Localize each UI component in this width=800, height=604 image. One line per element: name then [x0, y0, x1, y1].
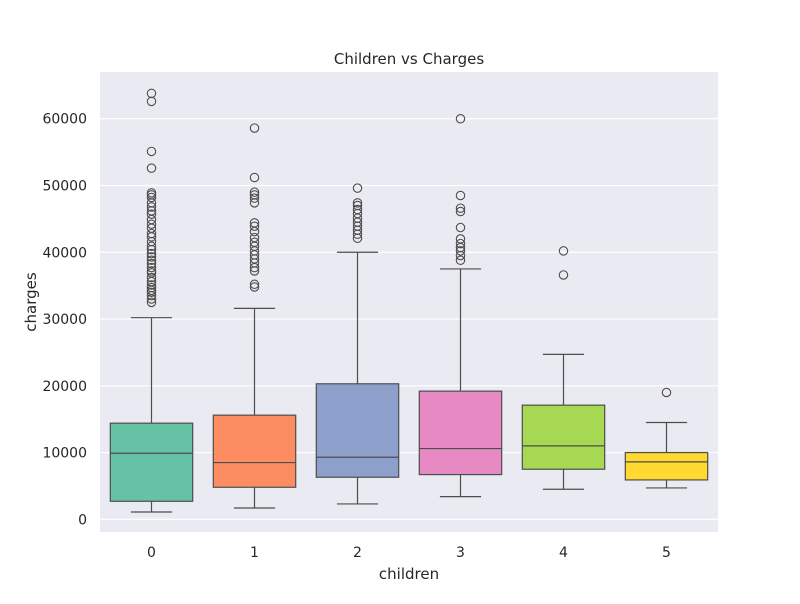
outlier-point — [146, 262, 157, 273]
outlier-point — [352, 198, 363, 208]
outlier-point — [146, 219, 157, 229]
y-tick-labels: 0 10000 20000 30000 40000 50000 60000 — [42, 112, 87, 529]
outlier-point — [352, 183, 363, 193]
outlier-point — [455, 203, 466, 213]
x-tick-label: 1 — [250, 545, 259, 561]
y-axis-label: charges — [22, 272, 40, 332]
chart-title: Children vs Charges — [334, 50, 484, 68]
outlier-point — [352, 204, 363, 215]
y-tick-label: 10000 — [42, 446, 87, 462]
outlier-point — [146, 163, 157, 173]
y-tick-label: 20000 — [42, 379, 87, 395]
box-group — [624, 387, 709, 489]
y-tick-label: 50000 — [42, 178, 87, 194]
outlier-point — [146, 255, 157, 266]
outlier-point — [249, 221, 260, 231]
x-tick-label: 0 — [147, 545, 156, 561]
x-tick-label: 3 — [456, 545, 465, 561]
outlier-point — [249, 190, 260, 200]
y-tick-label: 40000 — [42, 245, 87, 261]
outlier-point — [146, 280, 157, 290]
outlier-point — [558, 270, 569, 280]
y-tick-label: 30000 — [42, 312, 87, 328]
x-tick-label: 5 — [662, 545, 671, 561]
box-iqr — [418, 390, 503, 476]
outlier-point — [146, 272, 157, 283]
y-tick-label: 0 — [78, 512, 87, 528]
box-iqr — [212, 414, 297, 488]
outlier-point — [249, 218, 260, 228]
box-group — [109, 88, 194, 513]
x-tick-label: 2 — [353, 545, 362, 561]
x-axis-label: children — [379, 565, 439, 583]
outlier-point — [146, 146, 157, 157]
outlier-point — [455, 238, 466, 249]
box-group — [521, 246, 606, 490]
outlier-point — [455, 222, 466, 233]
outlier-point — [558, 246, 569, 256]
x-tick-label: 4 — [559, 545, 568, 561]
grid-lines — [100, 118, 718, 520]
outlier-point — [146, 88, 157, 99]
outlier-point — [146, 258, 157, 269]
box-iqr — [624, 451, 709, 481]
outlier-point — [249, 282, 260, 292]
box-group — [418, 113, 503, 498]
x-tick-labels: 0 1 2 3 4 5 — [147, 545, 671, 561]
plot-background — [100, 72, 718, 532]
outlier-point — [146, 282, 157, 293]
box-iqr — [109, 422, 194, 502]
y-tick-label: 60000 — [42, 112, 87, 128]
outlier-point — [146, 192, 157, 203]
outlier-point — [249, 187, 260, 197]
outlier-point — [249, 232, 260, 243]
outlier-point — [455, 234, 466, 244]
outlier-point — [661, 387, 672, 398]
outlier-point — [146, 188, 157, 198]
outlier-point — [249, 237, 260, 247]
outlier-point — [455, 113, 466, 124]
outlier-point — [146, 209, 157, 219]
outlier-point — [146, 241, 157, 252]
box-iqr — [315, 383, 400, 478]
outlier-point — [249, 123, 260, 133]
outlier-point — [146, 202, 157, 212]
outlier-point — [455, 246, 466, 256]
outlier-point — [249, 172, 260, 183]
outlier-point — [146, 248, 157, 259]
box-group — [315, 183, 400, 505]
outlier-point — [455, 206, 466, 217]
outlier-point — [146, 252, 157, 262]
box-iqr — [521, 404, 606, 470]
box-group — [212, 123, 297, 509]
outlier-point — [249, 193, 260, 203]
outlier-point — [249, 279, 260, 290]
outlier-point — [146, 228, 157, 239]
outlier-point — [146, 266, 157, 276]
outlier-point — [146, 297, 157, 308]
outlier-point — [455, 190, 466, 201]
outlier-point — [455, 255, 466, 266]
box-series — [109, 88, 709, 513]
outlier-point — [352, 200, 363, 211]
